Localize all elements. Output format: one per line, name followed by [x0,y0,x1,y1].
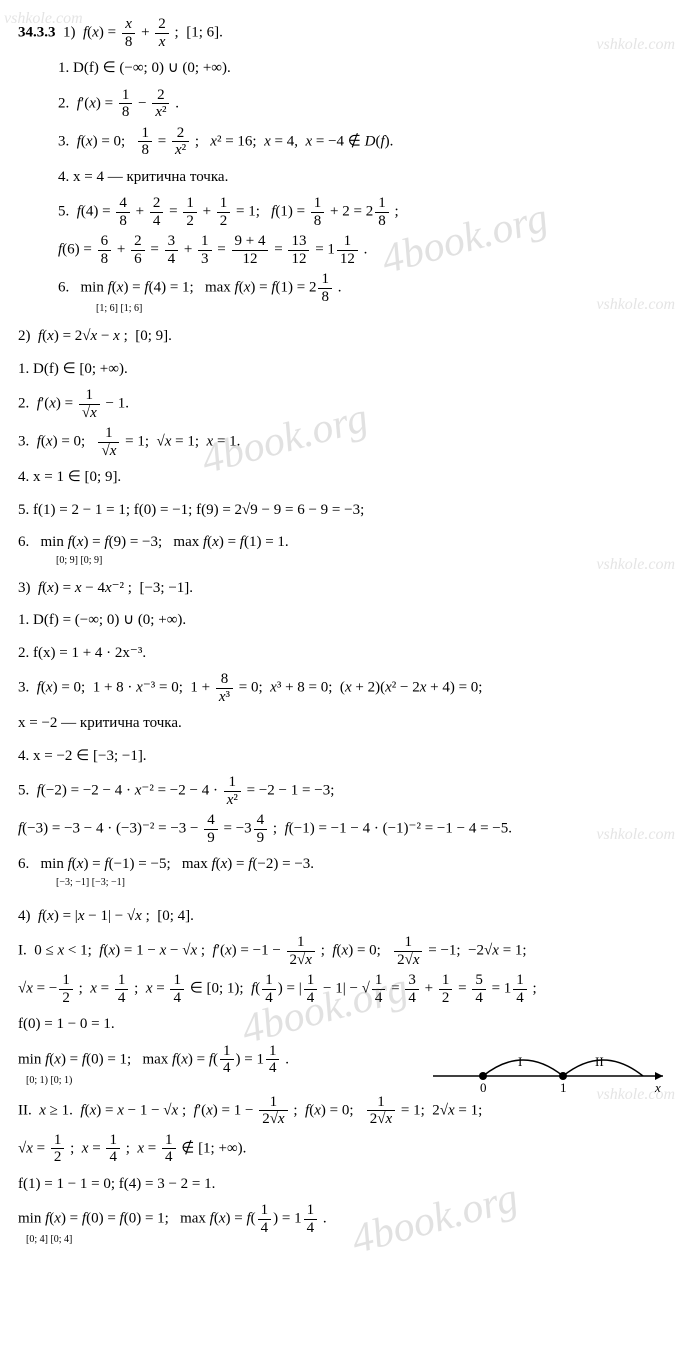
p1-domain: 1. D(f) ∈ (−∞; 0) ∪ (0; +∞). [18,54,675,83]
p2-l5: 5. f(1) = 2 − 1 = 1; f(0) = −1; f(9) = 2… [18,496,675,525]
p3-range: [−3; −1] [−3; −1] [18,873,675,892]
number-line-diagram: 0 1 x I II [433,1036,673,1096]
heading: 34.3.3 [18,24,56,40]
p2-l4: 4. x = 1 ∈ [0; 9]. [18,463,675,492]
svg-text:1: 1 [560,1080,567,1095]
p4-II-vals: f(1) = 1 − 1 = 0; f(4) = 3 − 2 = 1. [18,1170,675,1199]
p3-l4: 4. x = −2 ∈ [−3; −1]. [18,742,675,771]
p2-title: 2) f(x) = 2√x − x ; [0; 9]. [18,322,675,351]
p2-range: [0; 9] [0; 9] [18,551,675,570]
p1-crit: 4. x = 4 — критична точка. [18,163,675,192]
p4-f0: f(0) = 1 − 0 = 1. [18,1010,675,1039]
p3-l2: 2. f(x) = 1 + 4 · 2x⁻³. [18,639,675,668]
svg-text:II: II [595,1054,604,1069]
svg-text:0: 0 [480,1080,487,1095]
p3-crit: x = −2 — критична точка. [18,709,675,738]
svg-text:x: x [654,1080,661,1095]
p3-title: 3) f(x) = x − 4x⁻² ; [−3; −1]. [18,574,675,603]
p1-minmax-range: [1; 6] [1; 6] [58,299,675,318]
p2-d: 1. D(f) ∈ [0; +∞). [18,355,675,384]
svg-text:I: I [518,1054,522,1069]
p4-II-range: [0; 4] [0; 4] [18,1230,675,1249]
p3-d: 1. D(f) = (−∞; 0) ∪ (0; +∞). [18,606,675,635]
